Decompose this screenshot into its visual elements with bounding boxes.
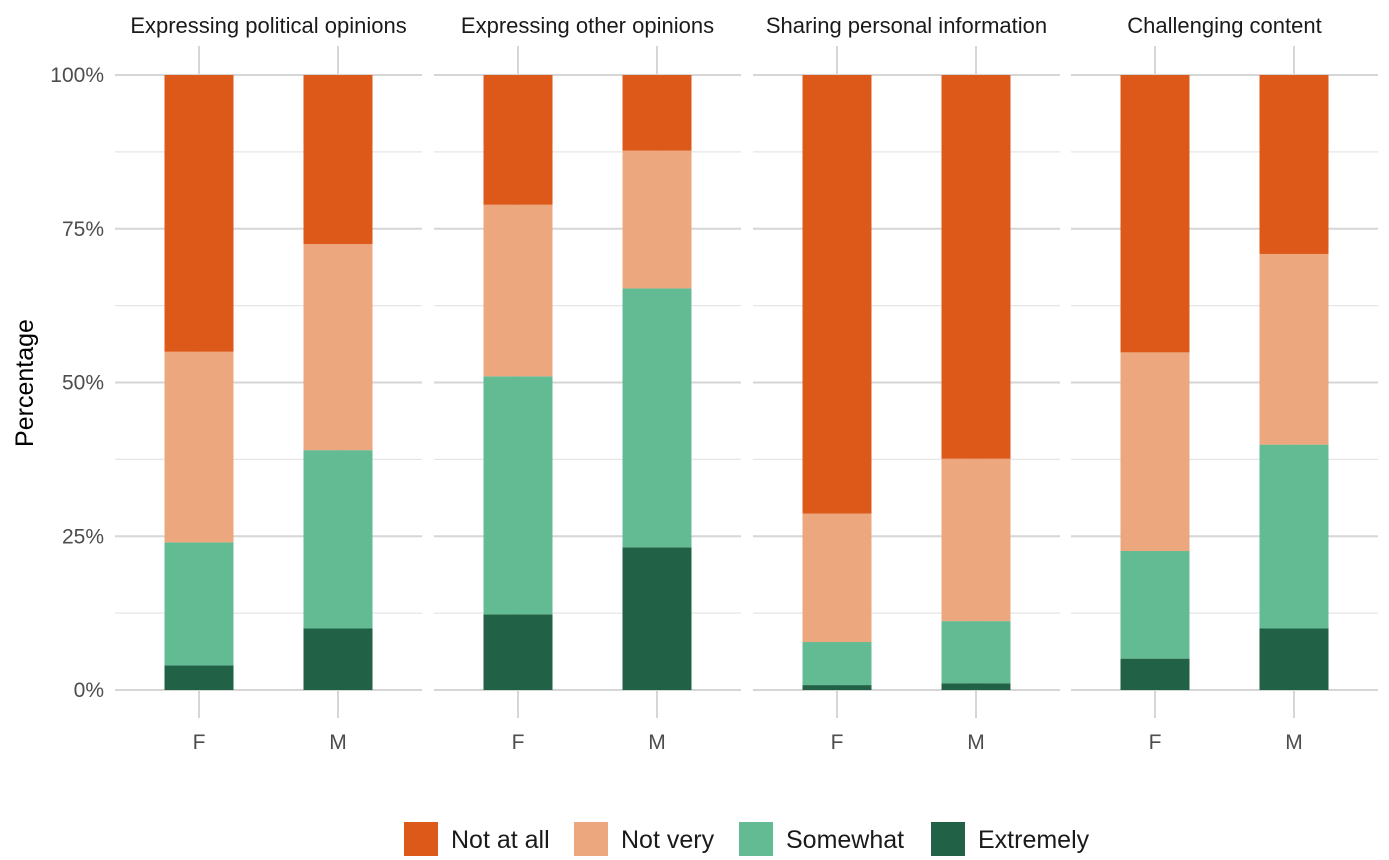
bar-sharing-personal-information-f-not-at-all (802, 75, 872, 514)
x-tick-label: M (329, 731, 347, 754)
facet-panel-challenging-content: Challenging content F M (1071, 13, 1378, 754)
bar-sharing-personal-information-m-extremely (941, 683, 1011, 690)
y-axis-title: Percentage (11, 319, 39, 447)
bar-sharing-personal-information-m-somewhat (941, 621, 1011, 684)
x-tick-label: F (1149, 731, 1162, 754)
bar-expressing-political-opinions-f-somewhat (164, 542, 234, 666)
bar-challenging-content-f-not-at-all (1120, 75, 1190, 353)
bar-expressing-political-opinions-f-not-at-all (164, 75, 234, 352)
bar-expressing-other-opinions-f-not-at-all (483, 75, 553, 205)
facet-title: Expressing political opinions (130, 13, 406, 38)
x-tick-label: M (967, 731, 985, 754)
x-tick-label: M (1285, 731, 1303, 754)
bar-challenging-content-m-not-at-all (1259, 75, 1329, 254)
y-tick-label: 25% (62, 525, 104, 548)
y-tick-label: 50% (62, 372, 104, 395)
legend-swatch (574, 822, 608, 856)
x-tick-label: F (193, 731, 206, 754)
legend-swatch (931, 822, 965, 856)
legend-item-not-very: Not very (574, 822, 715, 856)
x-tick-label: F (512, 731, 525, 754)
bar-challenging-content-m-extremely (1259, 628, 1329, 690)
bar-challenging-content-f-somewhat (1120, 551, 1190, 659)
bar-sharing-personal-information-f-not-very (802, 513, 872, 643)
bar-expressing-other-opinions-m-somewhat (622, 288, 692, 548)
facet-panel-expressing-political-opinions: Expressing political opinions F M (115, 13, 422, 754)
legend: Not at all Not very Somewhat Extremely (404, 822, 1090, 856)
legend-label: Somewhat (786, 826, 904, 854)
bar-expressing-political-opinions-m-somewhat (303, 450, 373, 629)
legend-swatch (404, 822, 438, 856)
bar-expressing-political-opinions-m-not-very (303, 244, 373, 451)
facet-title: Expressing other opinions (461, 13, 714, 38)
bar-expressing-political-opinions-f-not-very (164, 351, 234, 543)
bar-sharing-personal-information-f-somewhat (802, 642, 872, 686)
facet-title: Challenging content (1127, 13, 1321, 38)
bar-expressing-other-opinions-f-somewhat (483, 376, 553, 615)
legend-label: Not at all (451, 826, 550, 854)
bar-sharing-personal-information-m-not-very (941, 458, 1011, 622)
x-tick-label: F (831, 731, 844, 754)
legend-label: Extremely (978, 826, 1090, 854)
bar-expressing-other-opinions-m-not-at-all (622, 75, 692, 151)
bar-challenging-content-f-extremely (1120, 658, 1190, 690)
y-tick-label: 75% (62, 218, 104, 241)
facet-title: Sharing personal information (766, 13, 1047, 38)
bar-expressing-other-opinions-f-extremely (483, 614, 553, 690)
y-tick-label: 100% (50, 64, 104, 87)
legend-item-extremely: Extremely (931, 822, 1090, 856)
bar-challenging-content-m-not-very (1259, 253, 1329, 445)
bar-expressing-other-opinions-m-not-very (622, 150, 692, 289)
facet-panel-sharing-personal-information: Sharing personal information F M (753, 13, 1060, 754)
bar-challenging-content-m-somewhat (1259, 444, 1329, 629)
bar-expressing-political-opinions-m-not-at-all (303, 75, 373, 245)
legend-item-somewhat: Somewhat (739, 822, 904, 856)
x-tick-label: M (648, 731, 666, 754)
y-axis: 0% 25% 50% 75% 100% (50, 64, 104, 702)
bar-sharing-personal-information-f-extremely (802, 685, 872, 690)
facet-panel-expressing-other-opinions: Expressing other opinions F M (434, 13, 741, 754)
bar-expressing-other-opinions-m-extremely (622, 547, 692, 690)
bar-sharing-personal-information-m-not-at-all (941, 75, 1011, 459)
bar-expressing-political-opinions-m-extremely (303, 628, 373, 690)
legend-item-not-at-all: Not at all (404, 822, 550, 856)
legend-swatch (739, 822, 773, 856)
legend-label: Not very (621, 826, 715, 854)
bar-expressing-other-opinions-f-not-very (483, 204, 553, 377)
bar-expressing-political-opinions-f-extremely (164, 665, 234, 690)
y-tick-label: 0% (74, 679, 104, 702)
bar-challenging-content-f-not-very (1120, 352, 1190, 552)
